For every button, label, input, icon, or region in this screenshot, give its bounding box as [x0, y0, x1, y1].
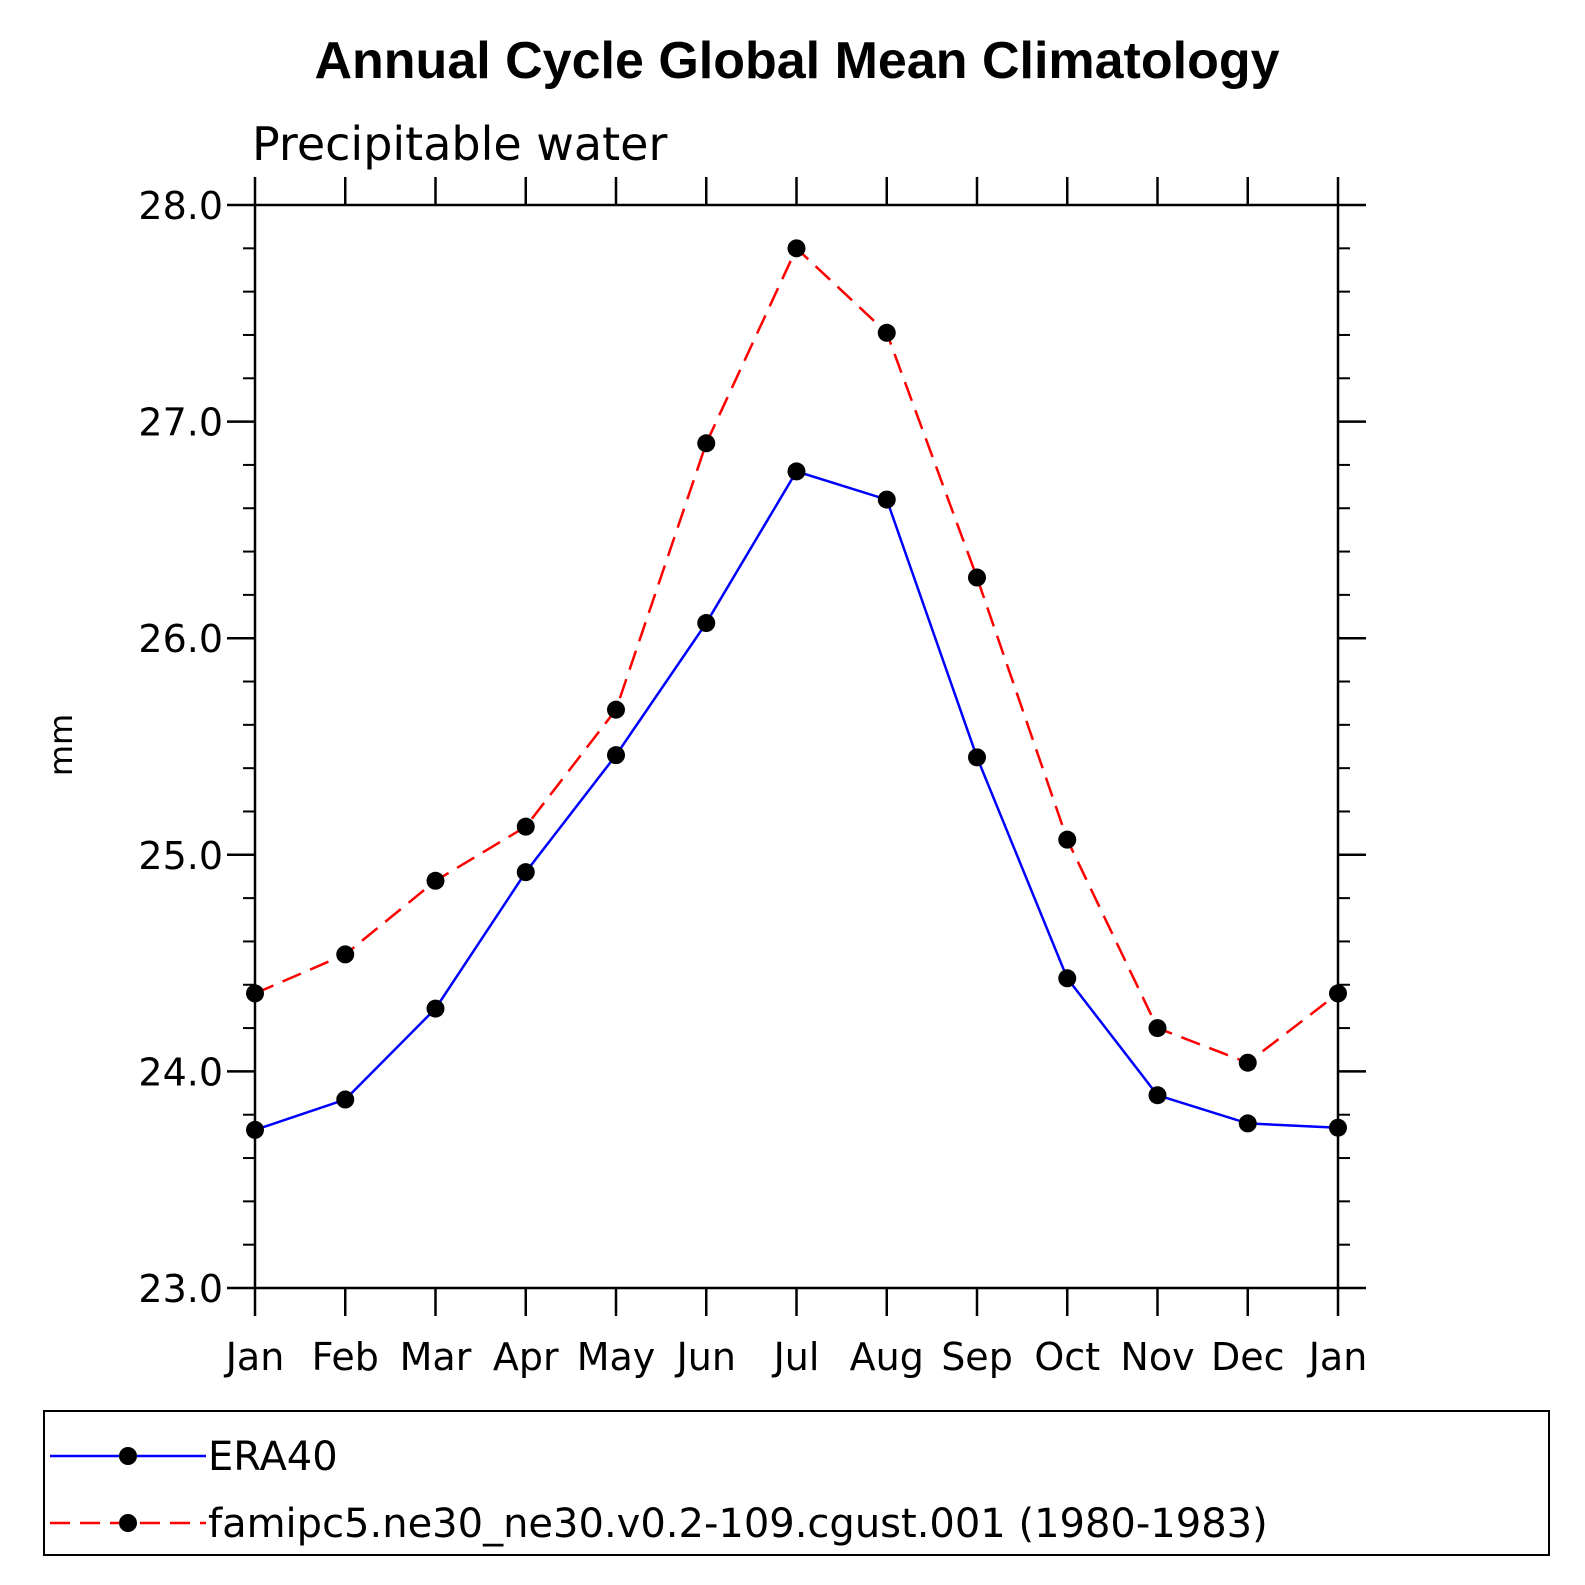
series-0 — [246, 462, 1347, 1139]
y-tick-label: 24.0 — [138, 1050, 223, 1094]
x-tick-label: Dec — [1211, 1335, 1285, 1379]
plot-frame — [253, 203, 1340, 1290]
data-point — [607, 700, 625, 719]
data-point — [516, 817, 535, 836]
x-tick-label: Apr — [493, 1335, 559, 1379]
x-tick-label: Jun — [675, 1335, 736, 1379]
data-point — [1148, 1019, 1167, 1038]
data-point — [607, 746, 625, 765]
x-tick-label: May — [577, 1335, 656, 1379]
series-line — [254, 246, 1339, 1065]
data-point — [336, 1090, 355, 1109]
data-point — [1238, 1053, 1257, 1072]
data-point — [697, 434, 716, 453]
y-axis-label: mm — [42, 714, 80, 776]
data-point — [246, 984, 264, 1003]
x-tick-label: Jan — [1307, 1335, 1368, 1379]
legend-marker — [119, 1447, 137, 1465]
x-tick-label: Sep — [941, 1335, 1013, 1379]
data-point — [426, 871, 445, 890]
data-point — [968, 568, 986, 587]
data-point — [516, 863, 535, 882]
data-point — [1238, 1114, 1257, 1133]
legend-box — [43, 1410, 1550, 1556]
data-point — [1058, 830, 1077, 849]
chart-title: Annual Cycle Global Mean Climatology — [314, 32, 1279, 90]
legend: ERA40 famipc5.ne30_ne30.v0.2-109.cgust.00… — [43, 1410, 1550, 1556]
data-point — [787, 239, 806, 258]
data-point — [1329, 1118, 1347, 1137]
data-point — [1148, 1086, 1167, 1105]
x-tick-label: Feb — [312, 1335, 379, 1379]
data-point — [246, 1120, 264, 1139]
y-tick-label: 26.0 — [138, 617, 223, 661]
series-1 — [246, 239, 1347, 1072]
data-point — [877, 323, 896, 342]
data-point — [426, 999, 445, 1018]
axes: 23.0 24.0 25.0 26.0 27.0 28.0 Jan Feb Mar Apr May J… — [138, 177, 1367, 1379]
y-tick-label: 23.0 — [138, 1267, 223, 1311]
series-line — [254, 469, 1339, 1132]
x-tick-label: Aug — [850, 1335, 924, 1379]
legend-marker — [119, 1514, 137, 1532]
x-tick-label: Mar — [400, 1335, 472, 1379]
y-tick-label: 25.0 — [138, 834, 223, 878]
data-point — [336, 945, 355, 964]
x-tick-label: Jul — [772, 1335, 820, 1379]
legend-label: ERA40 — [208, 1434, 338, 1480]
data-point — [787, 462, 806, 481]
data-point — [877, 490, 896, 509]
data-point — [1329, 984, 1347, 1003]
chart-subtitle: Precipitable water — [252, 117, 667, 171]
data-point — [697, 614, 716, 633]
data-point — [1058, 969, 1077, 988]
y-tick-label: 28.0 — [138, 184, 223, 228]
x-tick-label: Oct — [1034, 1335, 1100, 1379]
x-tick-label: Jan — [224, 1335, 285, 1379]
data-point — [968, 748, 986, 767]
y-tick-label: 27.0 — [138, 401, 223, 445]
series-layer — [246, 239, 1347, 1139]
legend-label: famipc5.ne30_ne30.v0.2-109.cgust.001 (19… — [208, 1501, 1268, 1547]
x-tick-label: Nov — [1120, 1335, 1194, 1379]
